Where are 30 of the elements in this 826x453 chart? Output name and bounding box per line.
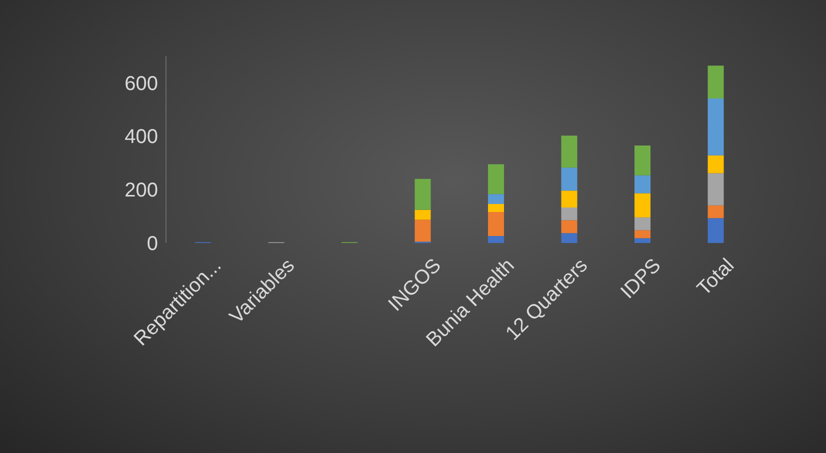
y-tick-label: 200 [124, 180, 158, 202]
bar [708, 218, 724, 243]
bar [561, 233, 578, 243]
bar [488, 204, 504, 212]
bar [561, 190, 578, 208]
bar [414, 210, 431, 220]
bar [634, 175, 650, 194]
bar [488, 164, 504, 194]
y-tick-label: 0 [146, 233, 158, 256]
bar [708, 173, 724, 206]
bar [708, 98, 724, 156]
bar [561, 136, 578, 168]
y-tick-label: 400 [124, 126, 158, 148]
bar [488, 212, 504, 236]
bar [634, 230, 650, 238]
bar [561, 207, 578, 220]
bar [708, 66, 724, 98]
bar [488, 236, 504, 243]
bar [634, 193, 650, 218]
bar [708, 155, 724, 174]
y-tick-label: 600 [124, 72, 158, 95]
bar [634, 145, 650, 176]
bar [634, 238, 650, 243]
bar [708, 205, 724, 218]
bar [561, 168, 578, 191]
bar [414, 220, 431, 242]
bar [634, 217, 650, 230]
bar [414, 178, 431, 210]
bar [561, 220, 578, 234]
bar [488, 194, 504, 204]
